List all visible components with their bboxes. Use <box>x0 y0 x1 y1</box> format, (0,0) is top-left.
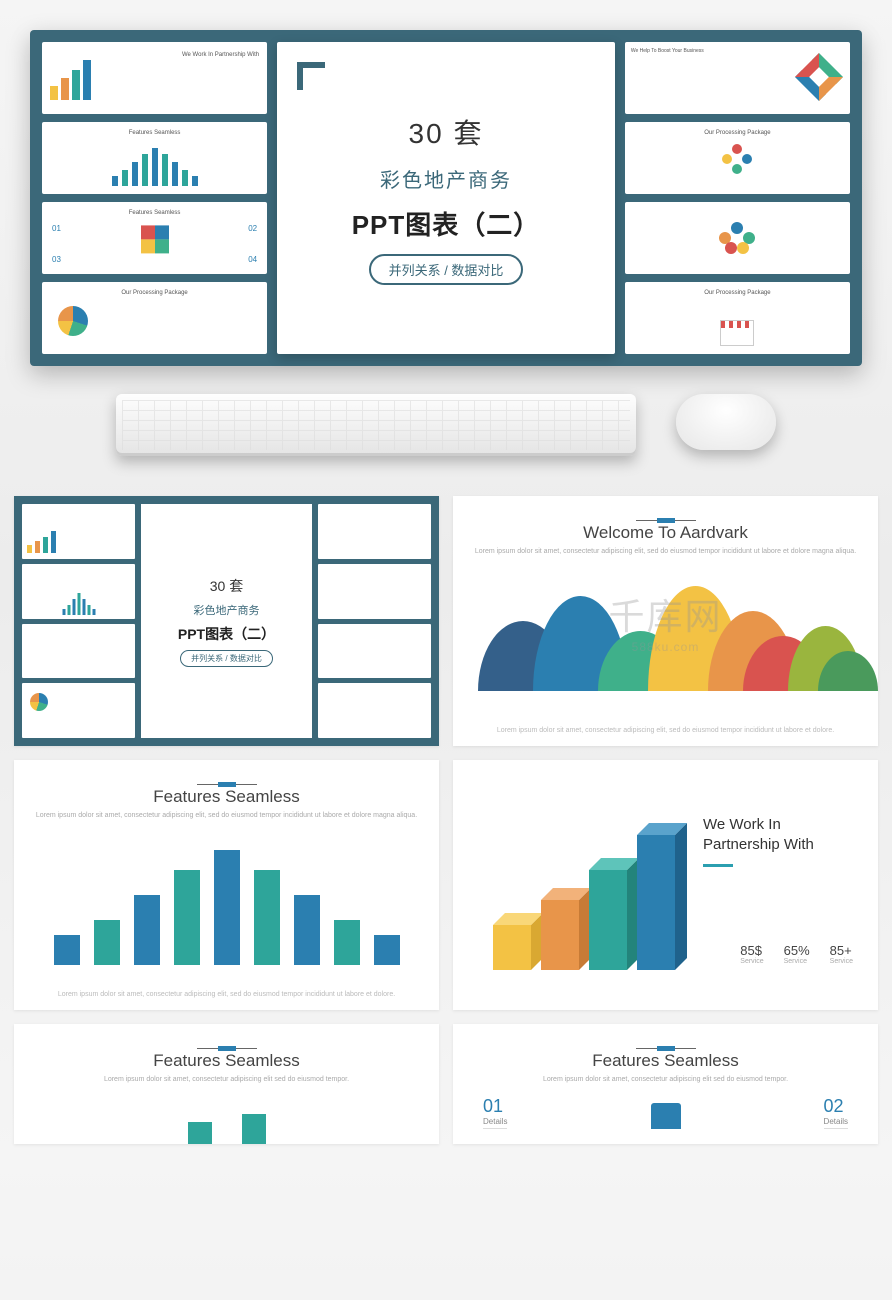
slide-title: Features Seamless <box>32 787 421 807</box>
info-label: Details <box>483 1117 507 1129</box>
slide-bars: Features Seamless Lorem ipsum dolor sit … <box>14 760 439 1010</box>
keyboard-row <box>30 366 862 496</box>
stat-item: 85$Service <box>740 943 763 965</box>
hero-left-col: We Work In Partnership With Features Sea… <box>42 42 267 354</box>
partner-stats: 85$Service65%Service85+Service <box>740 943 853 965</box>
stat-label: Service <box>740 958 763 965</box>
bar <box>94 920 120 965</box>
info-item: 01 Details <box>483 1096 507 1129</box>
thumb-3d-bars: We Work In Partnership With <box>42 42 267 114</box>
bars3d-chart <box>493 830 693 970</box>
hero-monitor-section: We Work In Partnership With Features Sea… <box>0 0 892 496</box>
thumb-title: We Help To Boost Your Business <box>631 48 704 54</box>
slide-features-a: Features Seamless Lorem ipsum dolor sit … <box>14 1024 439 1144</box>
slide-footer: Lorem ipsum dolor sit amet, consectetur … <box>14 991 439 998</box>
stat-num: 85$ <box>740 943 763 958</box>
mouse-icon <box>676 394 776 450</box>
hero-right-col: We Help To Boost Your Business Our Proce… <box>625 42 850 354</box>
info-item: 02 Details <box>824 1096 848 1129</box>
slide-subtitle: Lorem ipsum dolor sit amet, consectetur … <box>32 1075 421 1085</box>
center-title-card: 30 套 彩色地产商务 PPT图表（二） 并列关系 / 数据对比 <box>277 42 615 354</box>
info-num: 01 <box>483 1096 507 1117</box>
thumb-title: Our Processing Package <box>48 290 261 296</box>
bar <box>334 920 360 965</box>
hero-center: 30 套 彩色地产商务 PPT图表（二） 并列关系 / 数据对比 <box>277 42 615 354</box>
title-rule <box>197 784 257 785</box>
slide-features-b: Features Seamless Lorem ipsum dolor sit … <box>453 1024 878 1144</box>
hills-chart <box>478 581 853 691</box>
title-rule <box>636 520 696 521</box>
thumb-pie: Our Processing Package <box>42 282 267 354</box>
bar3d <box>541 888 591 970</box>
slide-title: Welcome To Aardvark <box>471 523 860 543</box>
bar <box>294 895 320 965</box>
thumb-cluster <box>625 202 850 274</box>
slide-subtitle: Lorem ipsum dolor sit amet, consectetur … <box>471 547 860 557</box>
thumb-bars: Features Seamless <box>42 122 267 194</box>
slide-hills: Welcome To Aardvark Lorem ipsum dolor si… <box>453 496 878 746</box>
slide-footer: Lorem ipsum dolor sit amet, consectetur … <box>453 727 878 734</box>
slide-title: Features Seamless <box>471 1051 860 1071</box>
bar3d <box>637 823 687 970</box>
bar3d <box>589 858 639 970</box>
partner-text: We Work In Partnership With <box>703 815 853 877</box>
thumb-store: Our Processing Package <box>625 282 850 354</box>
thumb-title: Features Seamless <box>48 130 261 136</box>
bar <box>214 850 240 965</box>
stat-item: 65%Service <box>784 943 810 965</box>
bar <box>174 870 200 965</box>
bar3d <box>493 913 543 970</box>
info-label: Details <box>824 1117 848 1129</box>
puzzle-icon <box>651 1103 681 1129</box>
bar <box>54 935 80 965</box>
info-num: 02 <box>824 1096 848 1117</box>
accent-rule <box>703 864 733 867</box>
slide-subtitle: Lorem ipsum dolor sit amet, consectetur … <box>471 1075 860 1085</box>
stat-num: 85+ <box>830 943 853 958</box>
bar <box>254 870 280 965</box>
stat-item: 85+Service <box>830 943 853 965</box>
partner-title-2: Partnership With <box>703 835 853 855</box>
title-rule <box>197 1048 257 1049</box>
partner-title-1: We Work In <box>703 815 853 835</box>
bar <box>374 935 400 965</box>
thumb-title: Our Processing Package <box>631 290 844 296</box>
center-title-mid: 彩色地产商务 <box>380 164 512 193</box>
thumb-colorful: Our Processing Package <box>625 122 850 194</box>
center-pill: 并列关系 / 数据对比 <box>369 254 524 285</box>
mini-center-card: 30 套 彩色地产商务 PPT图表（二） 并列关系 / 数据对比 <box>141 504 311 738</box>
thumb-arrows: We Help To Boost Your Business <box>625 42 850 114</box>
bar-chart <box>54 845 400 965</box>
stat-label: Service <box>830 958 853 965</box>
slide-cover-mini: 30 套 彩色地产商务 PPT图表（二） 并列关系 / 数据对比 <box>14 496 439 746</box>
title-rule <box>636 1048 696 1049</box>
keyboard-icon <box>116 394 636 456</box>
stat-num: 65% <box>784 943 810 958</box>
thumb-title: We Work In Partnership With <box>182 52 259 58</box>
monitor-frame: We Work In Partnership With Features Sea… <box>30 30 862 366</box>
thumb-title: Features Seamless <box>48 210 261 216</box>
slide-subtitle: Lorem ipsum dolor sit amet, consectetur … <box>32 811 421 821</box>
thumb-puzzle: Features Seamless 01 02 03 04 <box>42 202 267 274</box>
slides-grid: 30 套 彩色地产商务 PPT图表（二） 并列关系 / 数据对比 Welcome… <box>0 496 892 1158</box>
info-cols: 01 Details 02 Details <box>483 1096 848 1129</box>
thumb-title: Our Processing Package <box>631 130 844 136</box>
center-title-big: PPT图表（二） <box>352 205 541 242</box>
center-title-top: 30 套 <box>409 112 484 152</box>
bar <box>134 895 160 965</box>
slide-title: Features Seamless <box>32 1051 421 1071</box>
stat-label: Service <box>784 958 810 965</box>
slide-3dbars: We Work In Partnership With 85$Service65… <box>453 760 878 1010</box>
